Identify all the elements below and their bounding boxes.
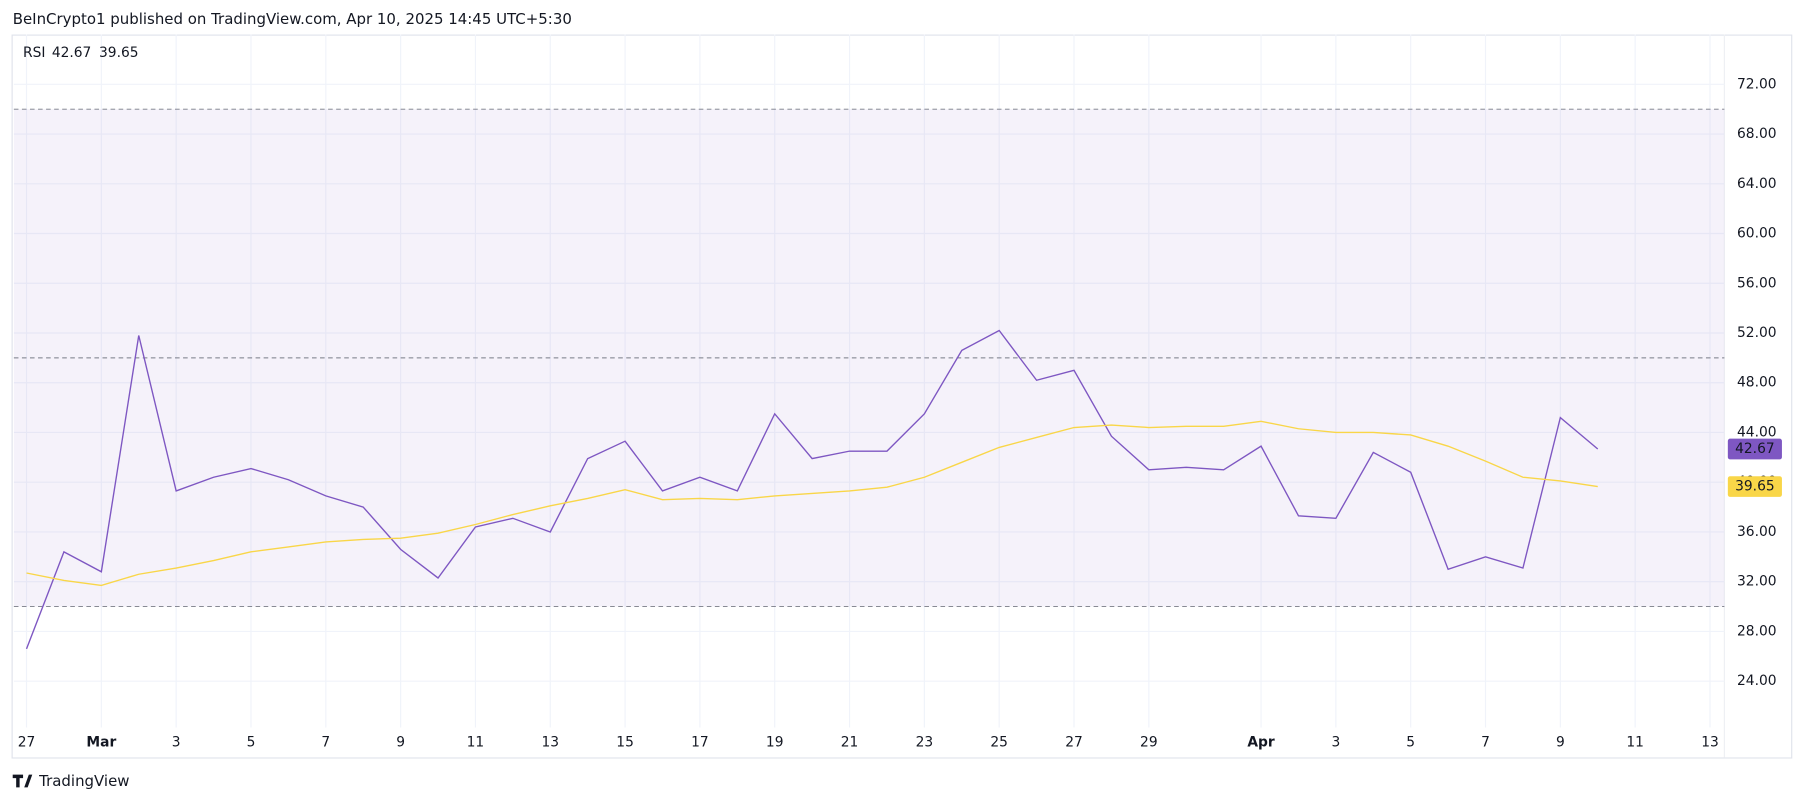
x-tick-label: 27 [1065,734,1083,750]
logo [12,774,33,788]
y-tick-label: 52.00 [1737,325,1777,341]
x-tick-label: 7 [321,734,330,750]
price-tag-label: 42.67 [1735,441,1775,457]
y-tick-label: 44.00 [1737,424,1777,440]
x-tick-label: 23 [916,734,934,750]
series-line [26,420,1598,587]
x-tick-label: 3 [172,734,181,750]
x-tick-label: 7 [1481,734,1490,750]
x-tick-label: 5 [247,734,256,750]
y-tick-label: 24.00 [1737,673,1777,689]
lines [25,329,1599,650]
x-tick-label: Mar [86,734,116,750]
footer-text: TradingView [38,772,129,790]
price-tag [1727,438,1782,460]
x-tick-label: 13 [1701,734,1719,750]
series-line [25,329,1599,650]
pane-frame [11,34,1793,759]
y-tick-label: 36.00 [1737,524,1777,540]
x-tick-label: 29 [1140,734,1158,750]
x-tick-label: 3 [1331,734,1340,750]
y-tick-label: 64.00 [1737,176,1777,192]
legend-value: 39.65 [99,45,139,61]
x-tick-label: 15 [616,734,634,750]
legend-value: 42.67 [52,45,91,61]
y-tick-label: 68.00 [1737,126,1777,142]
x-tick-label: 5 [1406,734,1415,750]
x-tick-label: 11 [467,734,485,750]
y-tick-label: 48.00 [1737,375,1777,391]
band [13,108,1725,608]
y-tick-label: 28.00 [1737,623,1777,639]
y-tick-label: 72.00 [1737,76,1777,92]
grid [13,34,1725,728]
x-tick-label: 27 [18,734,36,750]
legend-title: RSI [23,45,45,61]
price-tag [1727,476,1782,497]
x-tick-label: 19 [766,734,784,750]
x-tick-label: 9 [396,734,405,750]
x-tick-label: Apr [1247,734,1275,750]
price-tag-label: 39.65 [1735,479,1775,495]
x-tick-label: 11 [1626,734,1644,750]
x-tick-label: 21 [841,734,859,750]
legend: RSI 42.67 39.65 [23,45,138,61]
x-tick-label: 17 [691,734,709,750]
x-tick-label: 25 [990,734,1008,750]
x-tick-label: 13 [541,734,559,750]
header: BeInCrypto1 published on TradingView.com… [13,10,572,28]
x-tick-label: 9 [1556,734,1565,750]
axes: 24.0028.0032.0036.0040.0044.0048.0052.00… [18,76,1782,750]
y-tick-label: 56.00 [1737,275,1777,291]
y-tick-label: 32.00 [1737,574,1777,590]
footer: TradingView [12,772,130,790]
y-tick-label: 60.00 [1737,226,1777,242]
